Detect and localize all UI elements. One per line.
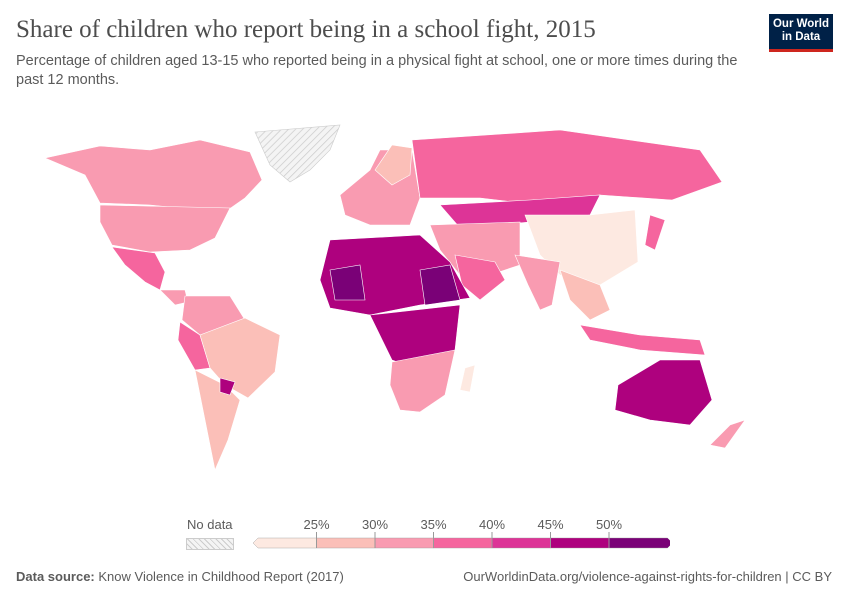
- legend-no-data-label: No data: [187, 517, 233, 532]
- new-zealand[interactable]: [709, 419, 746, 449]
- chart-title: Share of children who report being in a …: [16, 16, 596, 43]
- legend-tick-label: 40%: [479, 517, 505, 532]
- peru[interactable]: [177, 321, 211, 371]
- russia[interactable]: [411, 129, 723, 206]
- chart-subtitle: Percentage of children aged 13-15 who re…: [16, 53, 738, 88]
- legend-bin[interactable]: [433, 537, 493, 549]
- legend-bin[interactable]: [316, 537, 376, 549]
- paraguay[interactable]: [219, 377, 236, 396]
- scandinavia[interactable]: [374, 144, 413, 186]
- legend-no-data-swatch: [186, 538, 234, 550]
- greenland[interactable]: [254, 124, 341, 183]
- legend-bin[interactable]: [252, 537, 317, 549]
- central-america[interactable]: [159, 289, 189, 306]
- madagascar[interactable]: [459, 364, 476, 393]
- southern-africa[interactable]: [389, 349, 456, 413]
- footer-url[interactable]: OurWorldinData.org/violence-against-righ…: [463, 569, 832, 584]
- west-africa[interactable]: [329, 264, 366, 301]
- indonesia[interactable]: [579, 324, 706, 356]
- australia[interactable]: [614, 359, 713, 426]
- canada[interactable]: [44, 139, 263, 213]
- source-text: Know Violence in Childhood Report (2017): [98, 569, 344, 584]
- owid-logo[interactable]: Our World in Data: [769, 14, 833, 52]
- legend-tick-label: 25%: [303, 517, 329, 532]
- legend-tick-label: 45%: [537, 517, 563, 532]
- arabia[interactable]: [454, 254, 506, 301]
- southeast-asia[interactable]: [559, 269, 611, 321]
- legend-bin[interactable]: [608, 537, 670, 549]
- legend-bin[interactable]: [374, 537, 434, 549]
- legend-tick-label: 30%: [362, 517, 388, 532]
- legend-color-scale: 25% 30% 35% 40% 45% 50%: [252, 517, 670, 549]
- mexico[interactable]: [111, 246, 166, 291]
- legend-tick-label: 50%: [596, 517, 622, 532]
- legend-bin[interactable]: [491, 537, 551, 549]
- sudan[interactable]: [419, 264, 461, 306]
- legend-tick-label: 35%: [420, 517, 446, 532]
- world-map[interactable]: [0, 120, 850, 510]
- legend-bin[interactable]: [550, 537, 610, 549]
- source-label: Data source:: [16, 569, 95, 584]
- usa[interactable]: [99, 204, 231, 253]
- japan[interactable]: [644, 214, 666, 251]
- india[interactable]: [514, 254, 561, 311]
- data-source: Data source: Know Violence in Childhood …: [16, 569, 344, 584]
